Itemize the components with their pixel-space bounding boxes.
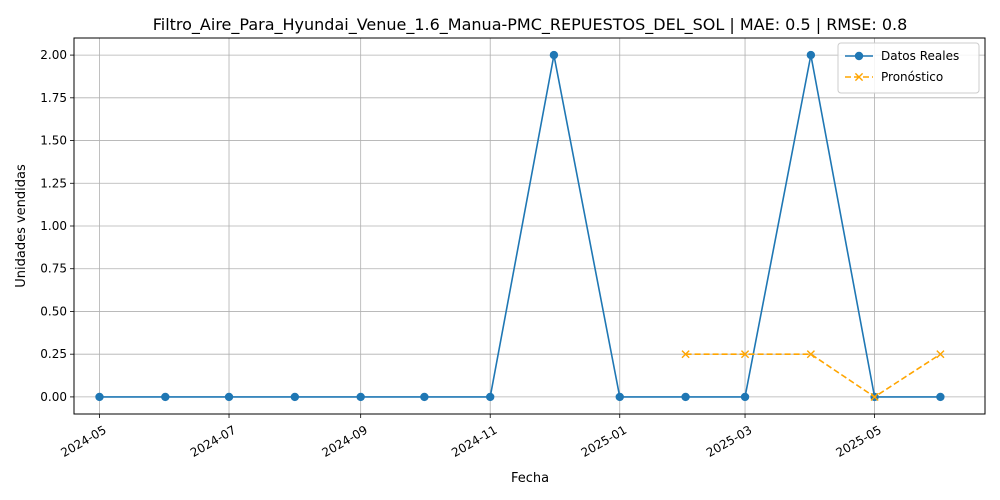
series-layer [95,50,945,402]
data-point [549,50,559,60]
series-1 [681,350,945,402]
data-point [936,350,945,359]
data-point [95,392,104,402]
x-tick-label: 2025-01 [579,423,629,460]
x-tick-label: 2025-05 [833,423,883,460]
legend-label: Pronóstico [881,70,943,84]
y-tick-label: 0.50 [40,304,67,318]
x-tick-label: 2024-11 [449,423,499,460]
x-tick-label: 2025-03 [704,423,754,460]
x-axis-label: Fecha [511,471,549,486]
legend: Datos Reales Pronóstico [837,42,980,94]
y-axis-label: Unidades vendidas [14,164,29,288]
legend-items: Datos Reales Pronóstico [845,49,959,84]
y-tick-label: 1.25 [40,176,67,190]
data-point [681,350,690,359]
y-tick-label: 1.00 [40,219,67,233]
data-point [870,392,879,402]
data-point [290,392,300,402]
series-line [685,353,941,398]
data-point [161,392,170,402]
data-point [420,392,429,402]
data-point [740,392,750,402]
y-tick-label: 0.75 [40,262,67,276]
y-tick-label: 1.75 [40,91,67,105]
data-point [740,350,750,359]
legend-marker [854,51,864,61]
x-tick-label: 2024-07 [188,423,238,460]
data-point [681,392,690,402]
data-point [615,392,624,402]
legend-box [837,42,980,94]
data-point [224,392,234,402]
chart-title: Filtro_Aire_Para_Hyundai_Venue_1.6_Manua… [153,15,908,35]
legend-marker [854,72,864,82]
grid [74,38,985,414]
y-tick-label: 2.00 [40,48,67,62]
data-point [356,392,365,402]
data-point [806,50,816,60]
y-tick-label: 1.50 [40,134,67,148]
data-point [806,350,815,359]
legend-label: Datos Reales [881,49,959,63]
series-line [99,54,941,398]
x-tick-label: 2024-05 [58,423,108,460]
data-point [936,392,945,402]
data-point [486,392,495,402]
y-tick-label: 0.00 [40,390,67,404]
x-tick-label: 2024-09 [320,423,370,460]
y-tick-label: 0.25 [40,347,67,361]
